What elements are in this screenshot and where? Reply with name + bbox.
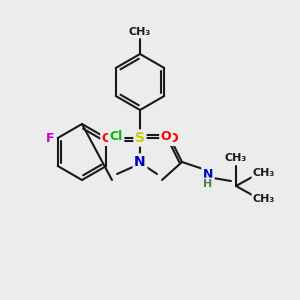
Text: CH₃: CH₃ [225,153,247,163]
Text: CH₃: CH₃ [253,168,275,178]
Text: CH₃: CH₃ [129,27,151,37]
Text: N: N [134,155,146,169]
Text: S: S [135,131,145,145]
Text: F: F [46,131,54,145]
Text: O: O [168,131,178,145]
Text: CH₃: CH₃ [253,194,275,204]
Text: N: N [203,167,213,181]
Text: Cl: Cl [110,130,123,142]
Text: H: H [203,179,213,189]
Text: O: O [161,130,171,143]
Text: O: O [102,131,112,145]
